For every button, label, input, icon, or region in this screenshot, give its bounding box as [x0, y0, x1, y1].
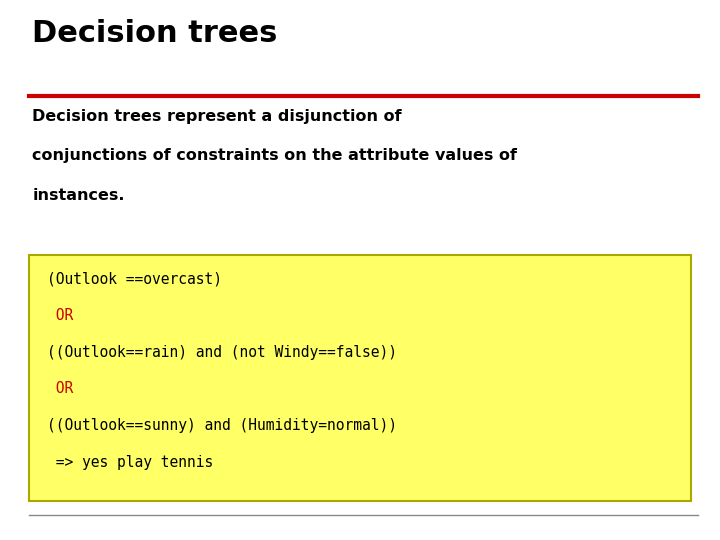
Text: instances.: instances.	[32, 188, 125, 203]
Text: OR: OR	[47, 308, 73, 323]
FancyBboxPatch shape	[29, 255, 691, 501]
Text: Decision trees represent a disjunction of: Decision trees represent a disjunction o…	[32, 109, 402, 124]
Text: => yes play tennis: => yes play tennis	[47, 455, 213, 470]
Text: ((Outlook==rain) and (not Windy==false)): ((Outlook==rain) and (not Windy==false))	[47, 345, 397, 360]
Text: (Outlook ==overcast): (Outlook ==overcast)	[47, 271, 222, 286]
Text: ((Outlook==sunny) and (Humidity=normal)): ((Outlook==sunny) and (Humidity=normal))	[47, 418, 397, 433]
Text: OR: OR	[47, 381, 73, 396]
Text: conjunctions of constraints on the attribute values of: conjunctions of constraints on the attri…	[32, 148, 518, 164]
Text: Decision trees: Decision trees	[32, 19, 278, 48]
